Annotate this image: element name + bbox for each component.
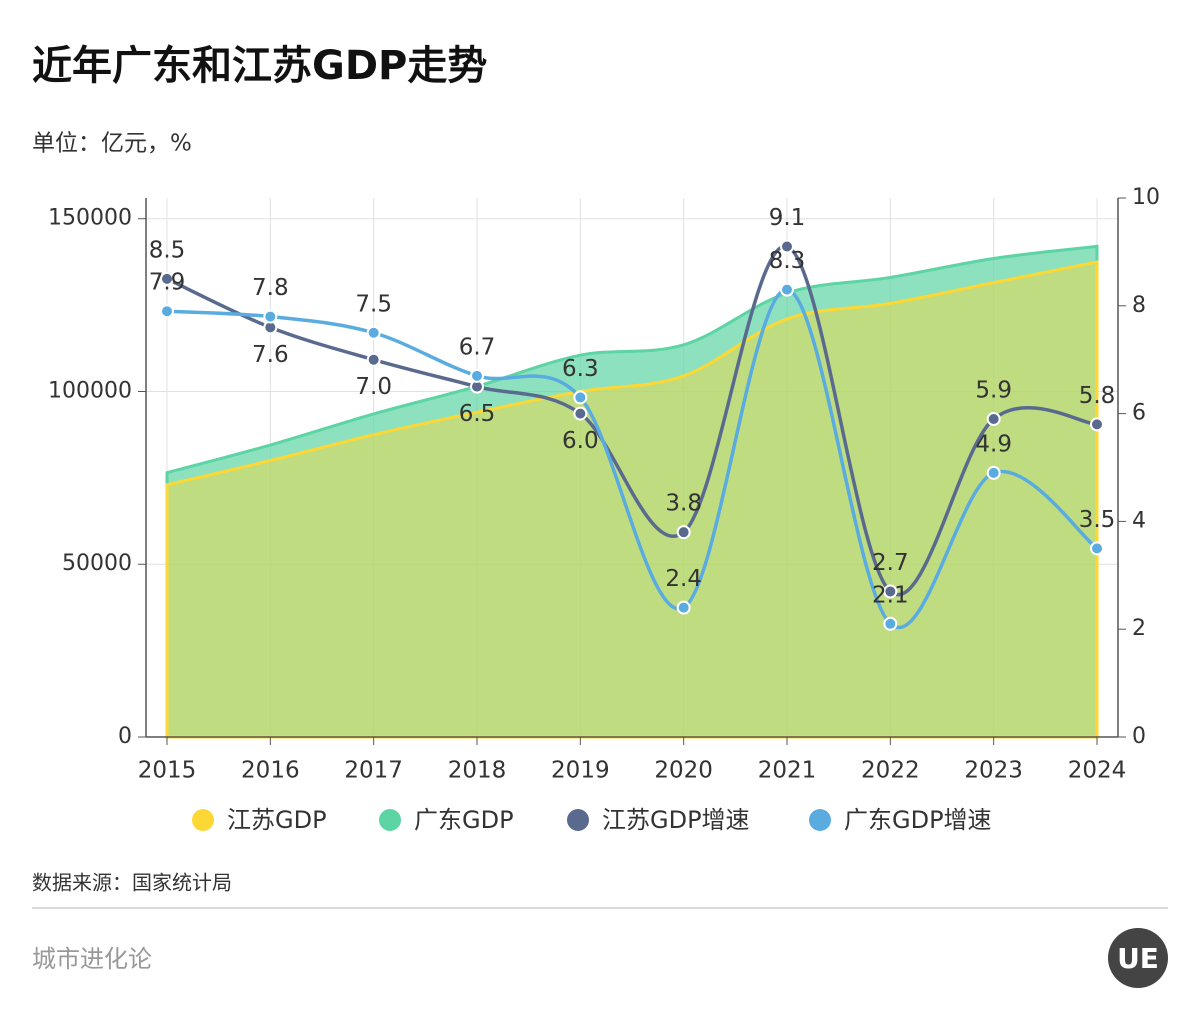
point <box>573 390 588 405</box>
point <box>160 271 174 286</box>
data-label: 3.5 <box>1079 507 1116 533</box>
point <box>1090 541 1104 556</box>
data-label: 3.8 <box>665 491 702 517</box>
point <box>1090 417 1104 432</box>
y2-tick-label: 4 <box>1132 508 1146 533</box>
area <box>165 260 1099 739</box>
legend-marker <box>809 809 831 831</box>
y-tick-label: 50000 <box>62 551 132 576</box>
unit-label: 单位：亿元，% <box>32 131 192 157</box>
x-tick-label: 2020 <box>654 758 713 784</box>
data-label: 6.3 <box>562 356 599 382</box>
y2-tick-label: 6 <box>1132 401 1146 426</box>
data-label: 7.5 <box>355 291 392 317</box>
logo <box>1108 928 1168 988</box>
y-tick-label: 150000 <box>48 206 132 231</box>
point <box>366 352 381 367</box>
x-tick-label: 2017 <box>344 758 403 784</box>
data-label: 6.5 <box>459 401 496 427</box>
y2-tick-label: 2 <box>1132 616 1146 641</box>
x-tick-label: 2024 <box>1068 758 1127 784</box>
data-label: 8.5 <box>149 237 186 263</box>
point <box>573 406 588 421</box>
data-label: 5.9 <box>975 377 1012 403</box>
legend-marker <box>379 809 401 831</box>
line <box>166 244 1098 597</box>
x-tick-label: 2021 <box>758 758 817 784</box>
logo-text: UE <box>1117 942 1159 975</box>
y2-tick-label: 0 <box>1132 724 1146 749</box>
x-tick-label: 2016 <box>241 758 300 784</box>
point <box>470 368 484 383</box>
source: 数据来源：国家统计局 <box>32 871 232 895</box>
data-label: 7.6 <box>252 342 289 368</box>
data-label: 4.9 <box>975 431 1012 457</box>
legend-label: 江苏GDP <box>227 806 327 834</box>
point <box>883 584 898 599</box>
point <box>986 465 1001 480</box>
point <box>676 600 691 615</box>
data-label: 7.9 <box>149 270 186 296</box>
data-label: 9.1 <box>769 205 806 231</box>
point <box>986 411 1001 426</box>
data-label: 2.4 <box>665 566 702 592</box>
point <box>160 304 174 319</box>
brand: 城市进化论 <box>32 945 152 973</box>
point <box>780 282 794 297</box>
x-tick-label: 2015 <box>138 758 197 784</box>
data-label: 6.0 <box>562 428 599 454</box>
data-label: 2.1 <box>872 582 909 608</box>
point <box>780 239 794 254</box>
data-label: 7.8 <box>252 275 289 301</box>
data-label: 6.7 <box>459 334 496 360</box>
point <box>366 325 381 340</box>
legend-label: 江苏GDP增速 <box>602 806 750 834</box>
legend-marker <box>192 809 214 831</box>
legend-label: 广东GDP <box>414 806 514 834</box>
x-tick-label: 2023 <box>964 758 1023 784</box>
point <box>883 616 898 631</box>
chart-title: 近年广东和江苏GDP走势 <box>32 43 487 89</box>
data-label: 5.8 <box>1079 383 1116 409</box>
y2-tick-label: 8 <box>1132 293 1146 318</box>
point <box>263 309 278 324</box>
x-tick-label: 2019 <box>551 758 610 784</box>
x-tick-label: 2018 <box>448 758 507 784</box>
data-label: 2.7 <box>872 550 909 576</box>
legend-marker <box>567 809 589 831</box>
y2-tick-label: 10 <box>1132 185 1160 210</box>
point <box>676 525 691 540</box>
legend-label: 广东GDP增速 <box>844 806 992 834</box>
x-tick-label: 2022 <box>861 758 920 784</box>
y-tick-label: 100000 <box>48 378 132 403</box>
data-label: 8.3 <box>769 248 806 274</box>
data-label: 7.0 <box>355 374 392 400</box>
y-tick-label: 0 <box>118 724 132 749</box>
